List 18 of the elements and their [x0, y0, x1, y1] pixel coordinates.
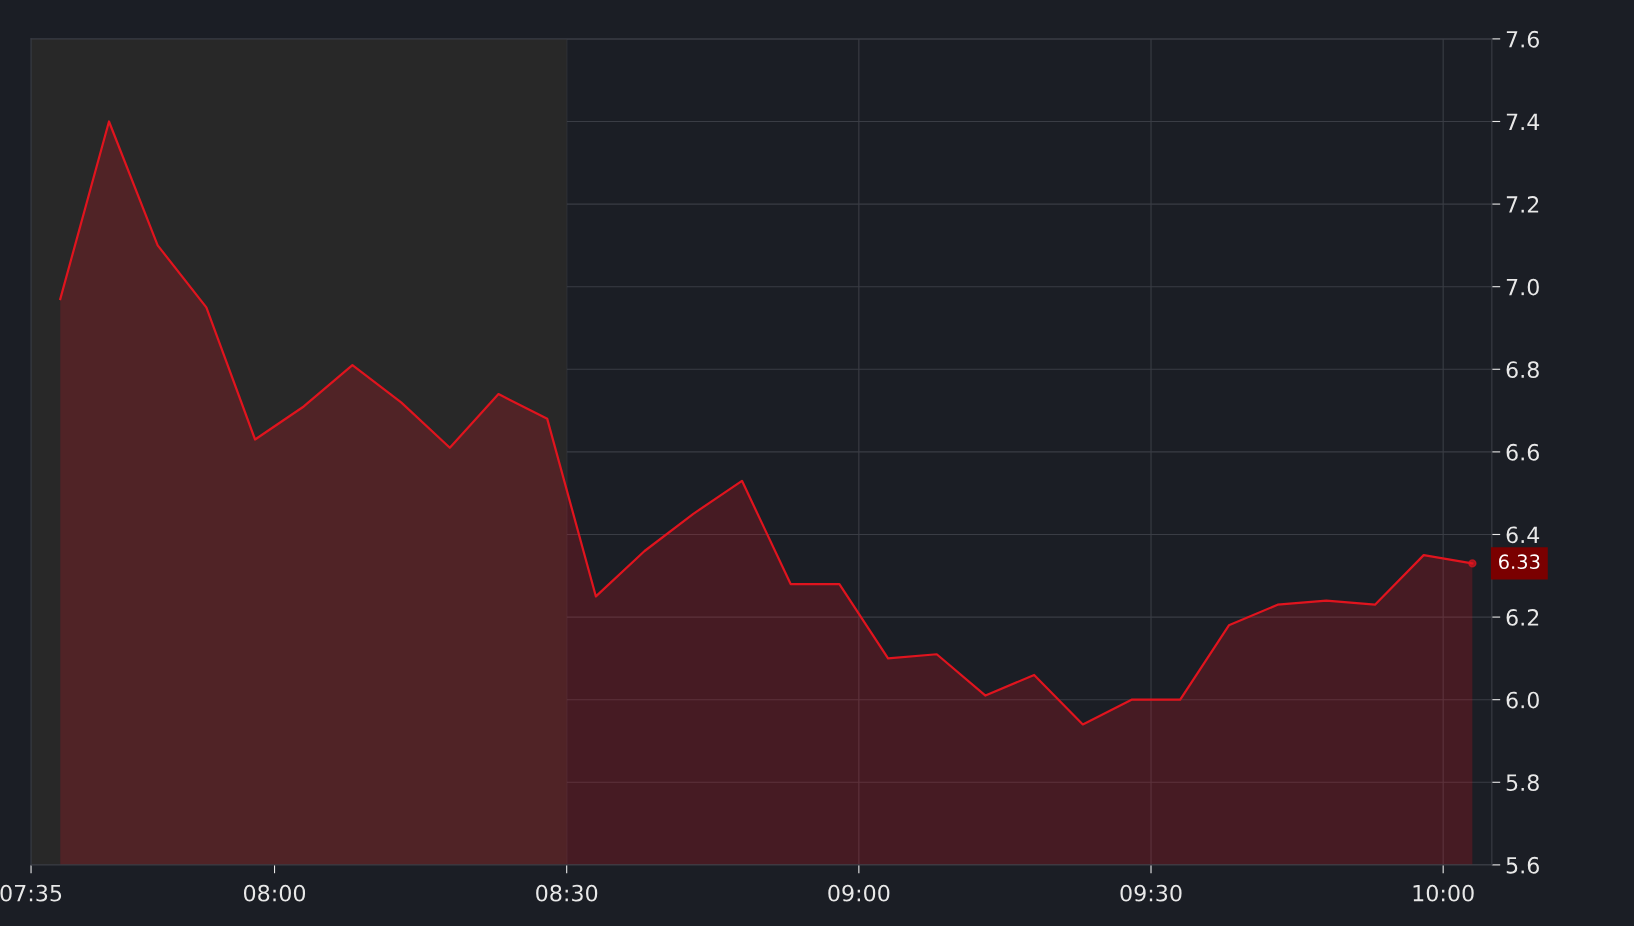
x-tick-label: 10:00 [1413, 884, 1474, 902]
y-tick-label: 6.6 [1506, 443, 1539, 461]
y-tick-label: 7.2 [1506, 196, 1539, 213]
y-tick-label: 7.4 [1506, 113, 1540, 130]
y-tick-label: 6.8 [1506, 361, 1539, 379]
y-tick-label: 6.0 [1506, 691, 1539, 709]
x-tick-label: 09:30 [1120, 884, 1182, 902]
y-tick-label: 7.6 [1506, 30, 1539, 48]
x-tick-label: 08:30 [536, 884, 598, 902]
x-tick-label: 08:00 [243, 884, 306, 902]
y-tick-label: 7.0 [1506, 278, 1539, 296]
x-tick-label: 09:00 [828, 884, 890, 902]
annotation: 6.33 [1499, 554, 1540, 570]
y-tick-label: 5.6 [1506, 856, 1539, 874]
x-tick-label: 07:35 [0, 884, 62, 902]
y-tick-label: 6.4 [1506, 526, 1540, 544]
y-tick-label: 6.2 [1506, 609, 1539, 626]
y-tick-label: 5.8 [1506, 774, 1539, 792]
